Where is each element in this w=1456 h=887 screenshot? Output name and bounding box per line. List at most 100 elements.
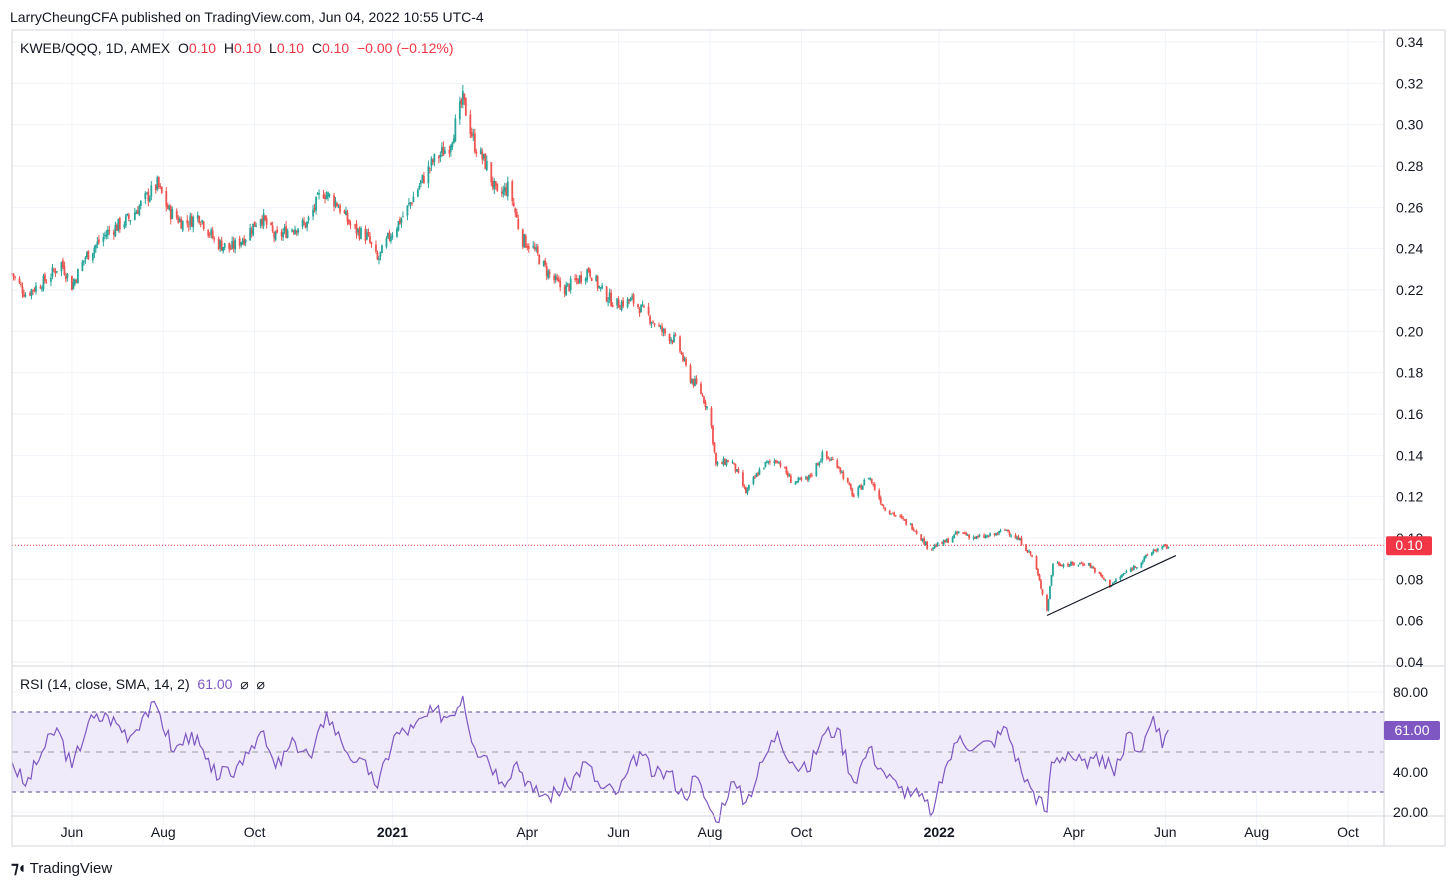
price-tick-label[interactable]: 0.28 bbox=[1396, 158, 1423, 174]
candle-body bbox=[547, 271, 550, 278]
candle-body bbox=[124, 215, 127, 226]
candle-body bbox=[108, 230, 111, 232]
candle-body bbox=[1019, 538, 1021, 541]
candle-body bbox=[165, 191, 168, 207]
rsi-line bbox=[11, 695, 1169, 824]
price-tick-label[interactable]: 0.14 bbox=[1396, 447, 1423, 463]
candle-body bbox=[1037, 569, 1039, 575]
tradingview-logo[interactable]: ⁊◖ TradingView bbox=[11, 858, 112, 878]
candle-body bbox=[333, 195, 335, 207]
candle-body bbox=[494, 181, 497, 186]
candle-body bbox=[325, 194, 328, 199]
candle-body bbox=[198, 216, 201, 223]
candle-body bbox=[427, 165, 430, 184]
candle-body bbox=[1035, 555, 1038, 570]
candle-body bbox=[337, 207, 340, 209]
candle-body bbox=[491, 181, 494, 188]
candle-body bbox=[643, 306, 645, 308]
candle-body bbox=[56, 271, 58, 273]
candle-body bbox=[566, 283, 569, 285]
candle-body bbox=[1080, 562, 1083, 564]
chart-frame bbox=[11, 29, 1446, 847]
candle-body bbox=[870, 479, 873, 483]
candle-body bbox=[1016, 537, 1018, 540]
candle-body bbox=[283, 227, 286, 232]
symbol-name[interactable]: KWEB/QQQ, 1D, AMEX bbox=[20, 40, 171, 56]
rsi-tick-label[interactable]: 20.00 bbox=[1393, 804, 1428, 820]
candle-body bbox=[828, 459, 831, 461]
price-tick-label[interactable]: 0.16 bbox=[1396, 406, 1423, 422]
candle-body bbox=[44, 274, 46, 282]
price-tick-label[interactable]: 0.34 bbox=[1396, 34, 1423, 50]
time-tick-label[interactable]: 2022 bbox=[924, 824, 955, 840]
time-tick-label[interactable]: 2021 bbox=[377, 824, 408, 840]
candle-body bbox=[563, 286, 566, 295]
candle-body bbox=[986, 535, 988, 537]
price-tick-label[interactable]: 0.06 bbox=[1396, 613, 1423, 629]
rsi-tick-label[interactable]: 80.00 bbox=[1393, 684, 1428, 700]
time-axis[interactable]: Jun Aug Oct 2021 Apr Jun Aug Oct 2022 Apr Jun Aug Oc… bbox=[61, 824, 1359, 840]
candle-body bbox=[523, 234, 526, 248]
candle-body bbox=[795, 481, 798, 483]
price-tick-label[interactable]: 0.18 bbox=[1396, 365, 1423, 381]
candle-body bbox=[974, 536, 976, 539]
time-tick-label[interactable]: Oct bbox=[790, 824, 812, 840]
price-tick-label[interactable]: 0.32 bbox=[1396, 75, 1423, 91]
candle-body bbox=[532, 245, 535, 248]
time-tick-label[interactable]: Jun bbox=[1154, 824, 1177, 840]
price-tick-label[interactable]: 0.08 bbox=[1396, 571, 1423, 587]
rsi-tick-label[interactable]: 40.00 bbox=[1393, 764, 1428, 780]
candle-body bbox=[1156, 548, 1159, 551]
candle-body bbox=[977, 536, 979, 538]
candle-body bbox=[836, 460, 839, 468]
candle-body bbox=[211, 230, 214, 239]
trendline[interactable] bbox=[1046, 555, 1177, 617]
support-trendline[interactable] bbox=[1046, 555, 1177, 617]
candle-body bbox=[240, 242, 243, 246]
price-axis[interactable]: 0.34 0.32 0.30 0.28 0.26 0.24 0.22 0.20 0.18 0.16… bbox=[1393, 34, 1428, 820]
candle-body bbox=[1131, 568, 1134, 570]
price-tick-label[interactable]: 0.26 bbox=[1396, 199, 1423, 215]
candle-body bbox=[106, 229, 109, 236]
candle-body bbox=[785, 466, 788, 474]
rsi-legend[interactable]: RSI (14, close, SMA, 14, 2) 61.00 ⌀ ⌀ bbox=[20, 676, 265, 693]
price-tick-label[interactable]: 0.24 bbox=[1396, 241, 1423, 257]
rsi-label[interactable]: RSI (14, close, SMA, 14, 2) bbox=[20, 676, 190, 692]
candle-body bbox=[860, 485, 863, 490]
candle-body bbox=[259, 219, 262, 226]
candle-body bbox=[336, 202, 338, 207]
candle-body bbox=[252, 223, 255, 236]
candle-body bbox=[77, 269, 79, 284]
candle-body bbox=[160, 186, 163, 193]
time-tick-label[interactable]: Jun bbox=[61, 824, 84, 840]
time-tick-label[interactable]: Aug bbox=[698, 824, 723, 840]
candle-body bbox=[840, 471, 843, 473]
price-tick-label[interactable]: 0.22 bbox=[1396, 282, 1423, 298]
candle-body bbox=[94, 244, 97, 249]
candle-body bbox=[369, 236, 371, 243]
candle-body bbox=[297, 228, 299, 233]
price-tick-label[interactable]: 0.20 bbox=[1396, 323, 1423, 339]
time-tick-label[interactable]: Jun bbox=[607, 824, 630, 840]
price-tick-label[interactable]: 0.12 bbox=[1396, 489, 1423, 505]
time-tick-label[interactable]: Apr bbox=[516, 824, 538, 840]
time-tick-label[interactable]: Aug bbox=[1244, 824, 1269, 840]
candle-body bbox=[390, 237, 392, 242]
candle-body bbox=[512, 202, 515, 207]
candle-body bbox=[664, 329, 666, 334]
candle-body bbox=[921, 538, 924, 542]
candle-body bbox=[75, 280, 78, 282]
price-tick-label[interactable]: 0.04 bbox=[1396, 654, 1423, 670]
time-tick-label[interactable]: Oct bbox=[1337, 824, 1359, 840]
candle-body bbox=[1079, 562, 1081, 564]
candle-body bbox=[689, 365, 692, 383]
candle-body bbox=[1120, 575, 1123, 578]
candle-body bbox=[271, 225, 274, 232]
time-tick-label[interactable]: Apr bbox=[1063, 824, 1085, 840]
symbol-legend[interactable]: KWEB/QQQ, 1D, AMEX O0.10 H0.10 L0.10 C0.… bbox=[20, 40, 454, 56]
time-tick-label[interactable]: Oct bbox=[244, 824, 266, 840]
candle-body bbox=[649, 316, 651, 324]
candle-body bbox=[682, 354, 684, 361]
price-tick-label[interactable]: 0.30 bbox=[1396, 117, 1423, 133]
time-tick-label[interactable]: Aug bbox=[151, 824, 176, 840]
